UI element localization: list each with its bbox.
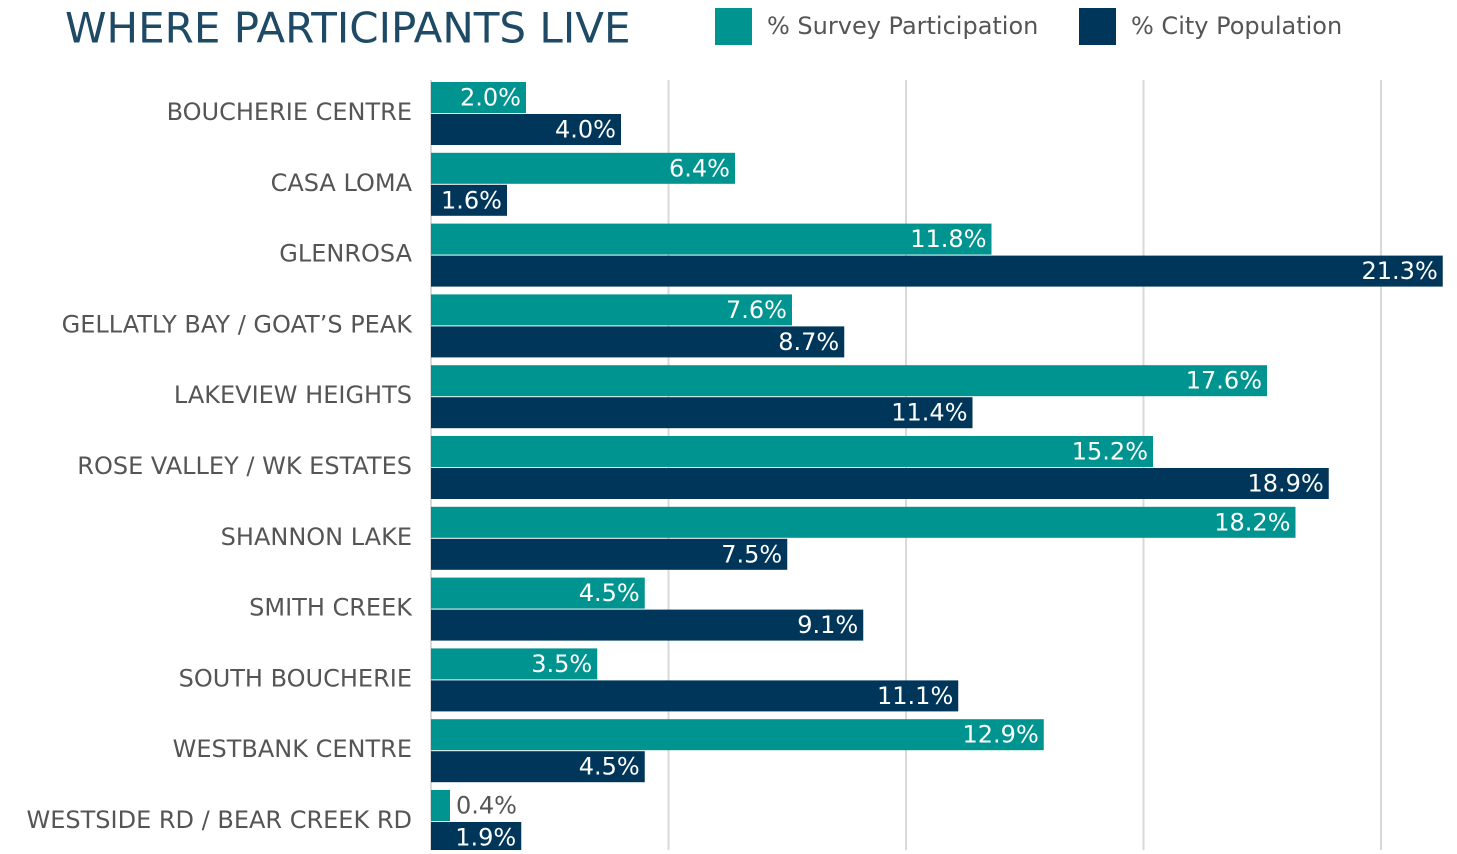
legend-label: % Survey Participation xyxy=(767,12,1038,40)
value-label: 7.6% xyxy=(726,296,787,324)
bar xyxy=(431,719,1044,751)
legend-label: % City Population xyxy=(1131,12,1342,40)
bar xyxy=(431,538,788,570)
bar xyxy=(431,790,450,821)
value-label: 11.4% xyxy=(891,399,967,427)
chart-title: WHERE PARTICIPANTS LIVE xyxy=(65,4,630,53)
value-label: 17.6% xyxy=(1186,367,1262,395)
category-label: GELLATLY BAY / GOAT’S PEAK xyxy=(62,310,414,338)
value-label: 18.2% xyxy=(1214,508,1290,536)
bar xyxy=(431,184,507,216)
bar xyxy=(431,609,864,641)
value-label: 8.7% xyxy=(778,328,839,356)
bar xyxy=(431,436,1153,467)
value-label: 18.9% xyxy=(1248,470,1324,498)
value-label: 11.8% xyxy=(910,225,986,253)
bar xyxy=(431,82,526,113)
bar xyxy=(431,223,992,255)
bar xyxy=(431,751,645,783)
value-label: 7.5% xyxy=(721,540,782,568)
bar xyxy=(431,468,1329,499)
value-label: 3.5% xyxy=(531,650,592,678)
value-label: 21.3% xyxy=(1362,257,1438,285)
bar xyxy=(431,506,1296,538)
bar xyxy=(431,326,845,358)
value-label: 4.0% xyxy=(555,116,616,144)
value-label: 15.2% xyxy=(1072,438,1148,466)
bar xyxy=(431,822,522,853)
bar xyxy=(431,680,959,712)
category-label: SOUTH BOUCHERIE xyxy=(179,664,412,692)
bar xyxy=(431,255,1443,287)
category-label: BOUCHERIE CENTRE xyxy=(167,98,412,126)
bar xyxy=(431,152,735,184)
value-label: 0.4% xyxy=(456,792,517,820)
category-label: GLENROSA xyxy=(279,240,412,268)
bar xyxy=(431,648,598,680)
value-label: 4.5% xyxy=(579,579,640,607)
value-label: 9.1% xyxy=(797,611,858,639)
value-label: 4.5% xyxy=(579,753,640,781)
bar xyxy=(431,577,645,609)
legend-swatch xyxy=(715,8,752,45)
bar xyxy=(431,294,792,326)
value-label: 6.4% xyxy=(669,154,730,182)
bar xyxy=(431,365,1267,397)
category-label: SHANNON LAKE xyxy=(221,523,412,551)
category-label: ROSE VALLEY / WK ESTATES xyxy=(77,452,412,480)
value-label: 11.1% xyxy=(877,682,953,710)
value-label: 12.9% xyxy=(963,721,1039,749)
bar xyxy=(431,397,973,429)
bar xyxy=(431,114,621,145)
category-label: SMITH CREEK xyxy=(249,594,413,622)
category-label: CASA LOMA xyxy=(271,169,413,197)
category-label: WESTSIDE RD / BEAR CREEK RD xyxy=(26,806,412,834)
legend-swatch xyxy=(1079,8,1116,45)
category-label: WESTBANK CENTRE xyxy=(173,735,412,763)
value-label: 2.0% xyxy=(460,84,521,112)
value-label: 1.6% xyxy=(441,186,502,214)
category-label: LAKEVIEW HEIGHTS xyxy=(174,381,412,409)
value-label: 1.9% xyxy=(455,824,516,851)
